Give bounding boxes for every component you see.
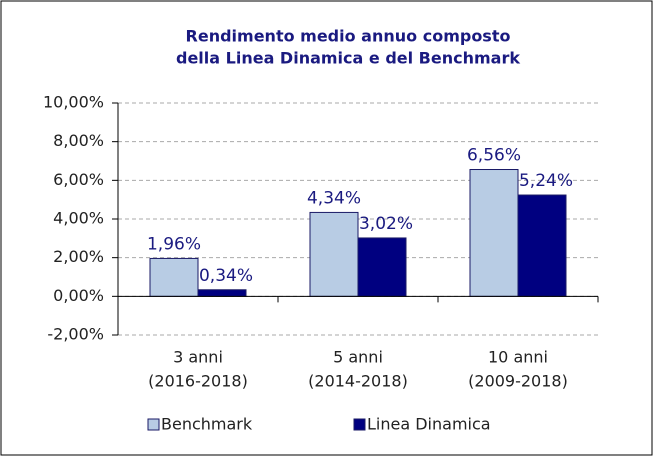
y-tick-label: 6,00% xyxy=(53,170,104,189)
legend-label: Linea Dinamica xyxy=(367,415,491,434)
y-tick-label: 8,00% xyxy=(53,131,104,150)
value-label: 1,96% xyxy=(147,234,201,254)
x-tick-label: 3 anni xyxy=(173,348,223,367)
bar xyxy=(357,237,407,297)
legend-label: Benchmark xyxy=(161,415,253,434)
y-tick-label: 4,00% xyxy=(53,209,104,228)
x-tick-label: (2016-2018) xyxy=(148,372,248,391)
bar xyxy=(149,257,199,297)
chart-title: Rendimento medio annuo composto xyxy=(186,27,511,46)
y-tick-label: 0,00% xyxy=(53,286,104,305)
chart-title: della Linea Dinamica e del Benchmark xyxy=(176,49,520,68)
x-tick-label: (2009-2018) xyxy=(468,372,568,391)
value-label: 0,34% xyxy=(199,266,253,286)
x-tick-label: (2014-2018) xyxy=(308,372,408,391)
y-tick-label: 2,00% xyxy=(53,247,104,266)
value-label: 3,02% xyxy=(359,214,413,234)
x-tick-label: 5 anni xyxy=(333,348,383,367)
bar xyxy=(517,194,567,297)
x-tick-label: 10 anni xyxy=(488,348,548,367)
y-tick-label: -2,00% xyxy=(47,325,104,344)
bar xyxy=(197,289,247,297)
bar xyxy=(469,169,519,297)
legend-swatch xyxy=(353,418,366,431)
value-label: 4,34% xyxy=(307,188,361,208)
value-label: 6,56% xyxy=(467,146,521,166)
bar xyxy=(309,211,359,297)
y-tick-label: 10,00% xyxy=(43,93,104,112)
legend-swatch xyxy=(147,418,160,431)
value-label: 5,24% xyxy=(519,171,573,191)
